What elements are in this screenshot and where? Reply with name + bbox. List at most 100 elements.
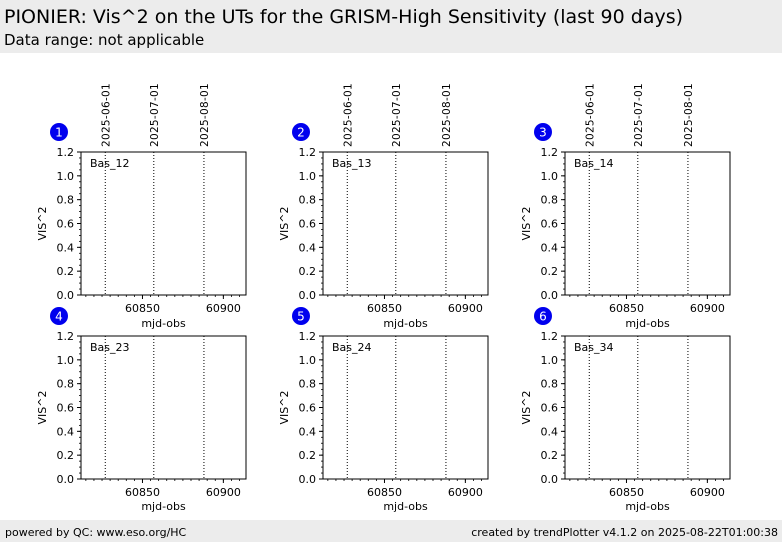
x-axis-label-top-row: mjd-obs	[141, 317, 186, 330]
date-marker-label: 2025-06-01	[342, 83, 354, 147]
y-tick-label: 0.6	[57, 218, 75, 231]
date-marker-label: 2025-07-01	[633, 83, 645, 147]
y-tick-label: 0.0	[299, 289, 317, 302]
y-tick-label: 1.0	[299, 354, 317, 367]
y-tick-label: 0.8	[299, 194, 317, 207]
date-marker-label: 2025-08-01	[199, 83, 211, 147]
y-axis-label: VIS^2	[278, 207, 291, 241]
y-tick-label: 1.0	[57, 354, 75, 367]
date-marker-label: 2025-07-01	[391, 83, 403, 147]
date-marker-label: 2025-06-01	[584, 83, 596, 147]
chart-panel-1: 0.0 0.2 0.4 0.6 0.8 1.0 1.2 60850 60900 2025-06-0…	[36, 83, 247, 315]
y-tick-label: 0.6	[57, 402, 75, 415]
y-tick-label: 0.2	[57, 449, 75, 462]
chart-panel-2: 0.0 0.2 0.4 0.6 0.8 1.0 1.2 60850 60900 2025-06-0…	[278, 83, 489, 315]
y-axis-label: VIS^2	[520, 391, 533, 425]
y-tick-label: 0.4	[57, 241, 75, 254]
x-tick-label: 60850	[367, 302, 402, 315]
baseline-label: Bas_14	[574, 157, 614, 170]
y-tick-label: 1.2	[57, 146, 75, 159]
y-tick-label: 0.2	[299, 449, 317, 462]
y-tick-label: 0.4	[57, 425, 75, 438]
y-tick-label: 1.2	[541, 330, 559, 343]
x-tick-label: 60850	[125, 302, 160, 315]
y-axis-label: VIS^2	[278, 391, 291, 425]
y-tick-label: 0.8	[57, 194, 75, 207]
y-tick-label: 1.2	[57, 330, 75, 343]
y-tick-label: 0.0	[57, 473, 75, 486]
x-tick-label: 60900	[690, 302, 725, 315]
y-tick-label: 0.8	[541, 194, 559, 207]
x-tick-label: 60850	[367, 486, 402, 499]
panel-number-badge	[50, 307, 68, 325]
panel-number-badge	[50, 123, 68, 141]
y-tick-label: 1.2	[541, 146, 559, 159]
date-marker-label: 2025-08-01	[683, 83, 695, 147]
y-tick-label: 0.4	[541, 425, 559, 438]
footer-created: created by trendPlotter v4.1.2 on 2025-0…	[471, 526, 778, 539]
y-tick-label: 0.8	[57, 378, 75, 391]
date-marker-label: 2025-08-01	[441, 83, 453, 147]
y-tick-label: 0.6	[541, 402, 559, 415]
x-tick-label: 60900	[448, 302, 483, 315]
y-tick-label: 1.0	[541, 354, 559, 367]
y-tick-label: 1.2	[299, 330, 317, 343]
x-tick-label: 60850	[609, 486, 644, 499]
x-axis-label: mjd-obs	[141, 500, 186, 513]
panel-number-badge	[292, 307, 310, 325]
x-tick-label: 60850	[609, 302, 644, 315]
date-marker-label: 2025-07-01	[149, 83, 161, 147]
baseline-label: Bas_13	[332, 157, 372, 170]
date-marker-label: 2025-06-01	[100, 83, 112, 147]
baseline-label: Bas_34	[574, 341, 614, 354]
footer-credit: powered by QC: www.eso.org/HC	[5, 526, 187, 539]
y-tick-label: 0.2	[299, 265, 317, 278]
chart-panel-3: 0.0 0.2 0.4 0.6 0.8 1.0 1.2 60850 60900 2025-06-0…	[520, 83, 731, 315]
y-tick-label: 0.4	[299, 241, 317, 254]
chart-panel-4: 0.0 0.2 0.4 0.6 0.8 1.0 1.2 60850 60900 Bas_23 VIS…	[36, 307, 247, 513]
panel-number: 3	[539, 126, 547, 140]
x-tick-label: 60900	[448, 486, 483, 499]
y-tick-label: 0.8	[541, 378, 559, 391]
chart-panel-6: 0.0 0.2 0.4 0.6 0.8 1.0 1.2 60850 60900 Bas_34 VIS…	[520, 307, 731, 513]
y-tick-label: 0.2	[541, 265, 559, 278]
x-axis-label-top-row: mjd-obs	[383, 317, 428, 330]
y-axis-label: VIS^2	[36, 391, 49, 425]
panel-number: 5	[297, 310, 305, 324]
x-tick-label: 60850	[125, 486, 160, 499]
panel-number: 6	[539, 310, 547, 324]
y-axis-label: VIS^2	[36, 207, 49, 241]
chart-panel-5: 0.0 0.2 0.4 0.6 0.8 1.0 1.2 60850 60900 Bas_24 VIS…	[278, 307, 489, 513]
y-tick-label: 1.0	[57, 170, 75, 183]
x-axis-label: mjd-obs	[625, 500, 670, 513]
y-tick-label: 1.2	[299, 146, 317, 159]
y-tick-label: 1.0	[541, 170, 559, 183]
page-subtitle: Data range: not applicable	[4, 31, 205, 49]
y-tick-label: 0.0	[299, 473, 317, 486]
panel-number-badge	[534, 307, 552, 325]
x-tick-label: 60900	[206, 302, 241, 315]
panel-number-badge	[534, 123, 552, 141]
baseline-label: Bas_12	[90, 157, 130, 170]
baseline-label: Bas_23	[90, 341, 130, 354]
y-tick-label: 0.0	[57, 289, 75, 302]
panel-number-badge	[292, 123, 310, 141]
panel-number: 2	[297, 126, 305, 140]
y-tick-label: 0.8	[299, 378, 317, 391]
panel-number: 4	[55, 310, 63, 324]
x-tick-label: 60900	[690, 486, 725, 499]
y-tick-label: 0.6	[299, 218, 317, 231]
y-tick-label: 0.4	[299, 425, 317, 438]
y-tick-label: 0.2	[57, 265, 75, 278]
y-tick-label: 0.2	[541, 449, 559, 462]
baseline-label: Bas_24	[332, 341, 372, 354]
y-tick-label: 0.4	[541, 241, 559, 254]
y-tick-label: 0.0	[541, 289, 559, 302]
footer-bar: powered by QC: www.eso.org/HC created by…	[0, 520, 782, 542]
y-tick-label: 0.6	[299, 402, 317, 415]
y-tick-label: 0.6	[541, 218, 559, 231]
y-tick-label: 1.0	[299, 170, 317, 183]
page-title: PIONIER: Vis^2 on the UTs for the GRISM-…	[4, 6, 684, 28]
panel-number: 1	[55, 126, 63, 140]
